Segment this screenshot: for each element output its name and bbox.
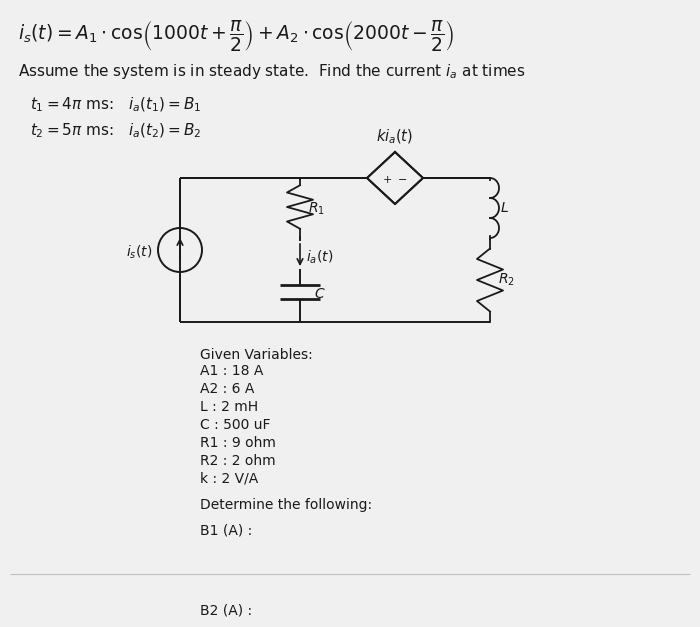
- Text: B2 (A) :: B2 (A) :: [200, 604, 252, 618]
- Text: Determine the following:: Determine the following:: [200, 498, 372, 512]
- Text: Assume the system is in steady state.  Find the current $i_a$ at times: Assume the system is in steady state. Fi…: [18, 62, 526, 81]
- Text: $R_1$: $R_1$: [308, 201, 325, 217]
- Text: R2 : 2 ohm: R2 : 2 ohm: [200, 454, 276, 468]
- Text: A2 : 6 A: A2 : 6 A: [200, 382, 254, 396]
- Text: $ki_a(t)$: $ki_a(t)$: [377, 128, 414, 146]
- Text: $L$: $L$: [500, 201, 509, 215]
- Text: A1 : 18 A: A1 : 18 A: [200, 364, 263, 378]
- Text: $i_a(t)$: $i_a(t)$: [306, 248, 333, 266]
- Text: k : 2 V/A: k : 2 V/A: [200, 472, 258, 486]
- Text: −: −: [398, 175, 407, 185]
- Text: R1 : 9 ohm: R1 : 9 ohm: [200, 436, 276, 450]
- Text: B1 (A) :: B1 (A) :: [200, 524, 252, 538]
- Text: $t_1 = 4\pi$ ms:   $i_a(t_1) = B_1$: $t_1 = 4\pi$ ms: $i_a(t_1) = B_1$: [30, 96, 202, 114]
- Text: L : 2 mH: L : 2 mH: [200, 400, 258, 414]
- Text: $i_s(t)$: $i_s(t)$: [125, 243, 152, 261]
- Text: $i_s(t) = A_1 \cdot \cos\!\left(1000t + \dfrac{\pi}{2}\right) + A_2 \cdot \cos\!: $i_s(t) = A_1 \cdot \cos\!\left(1000t + …: [18, 18, 454, 53]
- Text: $R_2$: $R_2$: [498, 271, 515, 288]
- Text: Given Variables:: Given Variables:: [200, 348, 313, 362]
- Text: C : 500 uF: C : 500 uF: [200, 418, 270, 432]
- Text: $t_2 = 5\pi$ ms:   $i_a(t_2) = B_2$: $t_2 = 5\pi$ ms: $i_a(t_2) = B_2$: [30, 122, 202, 140]
- Text: +: +: [382, 175, 392, 185]
- Polygon shape: [367, 152, 423, 204]
- Text: $C$: $C$: [314, 287, 326, 301]
